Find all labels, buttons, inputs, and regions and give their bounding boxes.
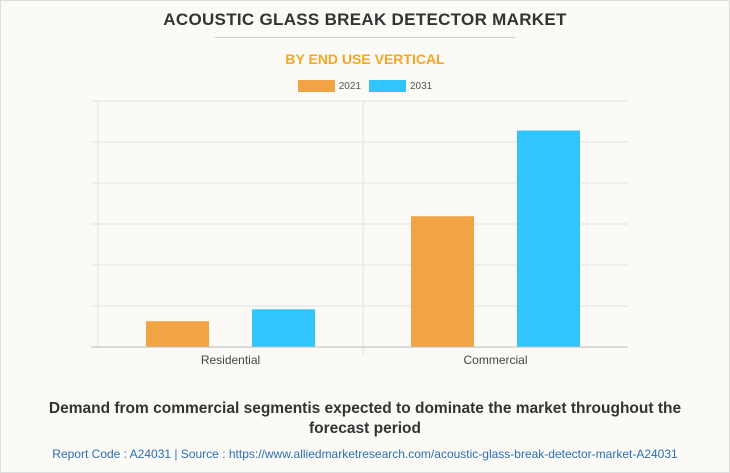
chart-title: ACOUSTIC GLASS BREAK DETECTOR MARKET (163, 10, 567, 29)
bar-commercial-2031 (517, 130, 580, 347)
chart-subtitle: BY END USE VERTICAL (285, 51, 445, 67)
bar-commercial-2021 (411, 216, 474, 347)
bar-residential-2021 (146, 321, 209, 347)
legend-label-2021: 2021 (338, 80, 361, 92)
title-divider (215, 37, 515, 38)
chart-caption: Demand from commercial segmentis expecte… (48, 400, 682, 437)
report-source-footer[interactable]: Report Code : A24031 | Source : https://… (52, 447, 678, 461)
legend: 2021 2031 (0, 80, 730, 92)
bar-residential-2031 (252, 309, 315, 347)
legend-swatch-2021 (297, 80, 335, 92)
legend-item-2021[interactable]: 2021 (297, 80, 361, 92)
x-tick-label: Residential (201, 353, 260, 367)
legend-item-2031[interactable]: 2031 (369, 80, 432, 92)
legend-label-2031: 2031 (410, 80, 433, 92)
x-tick-label: Commercial (463, 353, 527, 367)
legend-swatch-2031 (369, 80, 406, 92)
